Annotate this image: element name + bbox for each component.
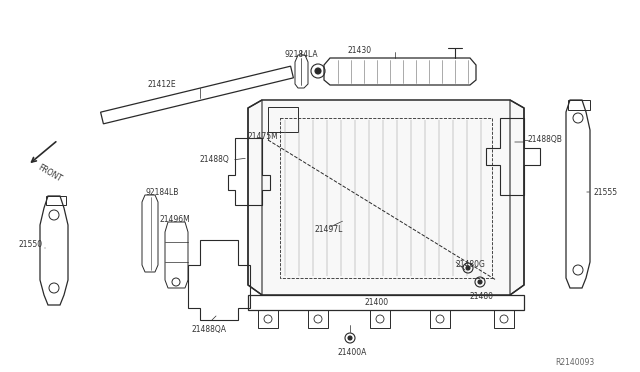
Text: 21430: 21430 (348, 46, 372, 55)
Circle shape (315, 68, 321, 74)
Text: 21550: 21550 (18, 240, 42, 249)
Text: 92184LA: 92184LA (285, 50, 319, 59)
Circle shape (466, 266, 470, 270)
Text: 21480G: 21480G (456, 260, 486, 269)
Circle shape (348, 336, 352, 340)
Text: 21400A: 21400A (338, 348, 367, 357)
Text: 21497L: 21497L (315, 225, 344, 234)
Text: 21488QB: 21488QB (528, 135, 563, 144)
Text: R2140093: R2140093 (555, 358, 595, 367)
Polygon shape (248, 100, 524, 295)
Circle shape (478, 280, 482, 284)
Text: FRONT: FRONT (36, 163, 63, 184)
Text: 21475M: 21475M (248, 132, 279, 141)
Text: 21412E: 21412E (148, 80, 177, 89)
Text: 92184LB: 92184LB (145, 188, 179, 197)
Text: 21400: 21400 (365, 298, 389, 307)
Text: 21488QA: 21488QA (192, 325, 227, 334)
Text: 21555: 21555 (594, 188, 618, 197)
Text: 21488Q: 21488Q (200, 155, 230, 164)
Text: 21496M: 21496M (160, 215, 191, 224)
Text: 21480: 21480 (470, 292, 494, 301)
